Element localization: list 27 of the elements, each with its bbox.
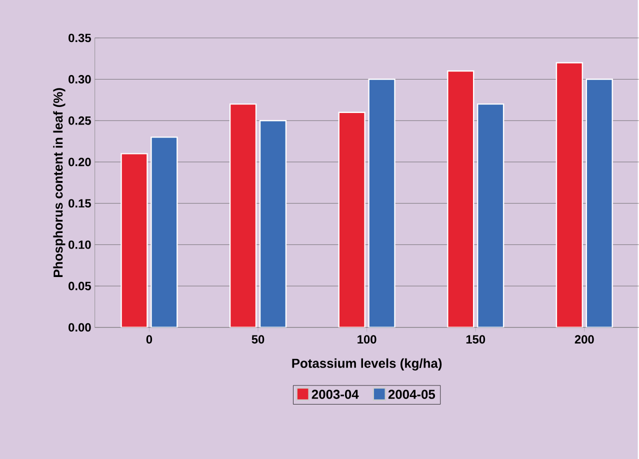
legend-label: 2003-04 [312,390,359,399]
y-tick-label: 0.30 [68,74,91,84]
bar [120,153,148,328]
y-tick-label: 0.05 [68,282,91,290]
y-tick-label: 0.20 [68,158,91,166]
bar [229,103,257,328]
x-tick-label: 50 [252,335,264,344]
bar [338,112,366,328]
bar [447,70,474,328]
y-axis-title: Phosphorus content in leaf (%) [53,88,66,277]
y-tick-label: 0.10 [68,240,91,249]
x-tick-label: 100 [358,335,376,344]
y-tick-label: 0.00 [68,323,91,332]
legend-label: 2004-05 [388,390,436,399]
x-axis-title: Potassium levels (kg/ha) [292,358,442,370]
bar [259,120,287,328]
x-tick-label: 200 [574,335,594,344]
bar [556,62,584,328]
y-tick-label: 0.25 [68,116,91,125]
bar [368,78,396,328]
x-tick-label: 0 [146,335,152,344]
y-tick-label: 0.15 [68,199,91,208]
bar [477,103,504,328]
x-tick-label: 150 [466,335,486,344]
bar [586,78,613,328]
y-tick-label: 0.35 [68,34,91,42]
bar [150,136,178,328]
